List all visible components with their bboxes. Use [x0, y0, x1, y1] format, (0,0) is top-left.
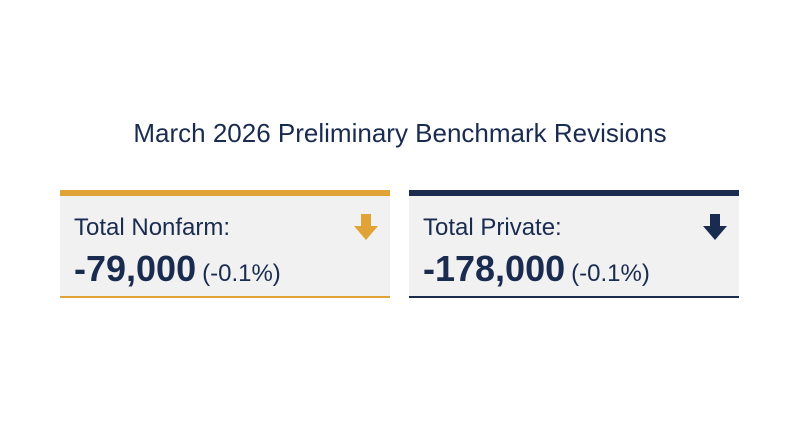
- card-label: Total Private:: [423, 214, 562, 241]
- card: Total Private: -178,000 (-0.1%): [409, 190, 739, 298]
- card-value: -79,000: [74, 248, 197, 289]
- card-change: (-0.1%): [571, 260, 650, 287]
- card-value-row: -79,000 (-0.1%): [74, 248, 281, 290]
- card-value: -178,000: [423, 248, 566, 289]
- down-arrow: [703, 214, 727, 240]
- card-label: Total Nonfarm:: [74, 214, 231, 241]
- title: March 2026 Preliminary Benchmark Revisio…: [133, 118, 667, 148]
- card-value-row: -178,000 (-0.1%): [423, 248, 650, 290]
- card: Total Nonfarm: -79,000 (-0.1%): [60, 190, 390, 298]
- card-change: (-0.1%): [202, 260, 281, 287]
- down-arrow: [354, 214, 378, 240]
